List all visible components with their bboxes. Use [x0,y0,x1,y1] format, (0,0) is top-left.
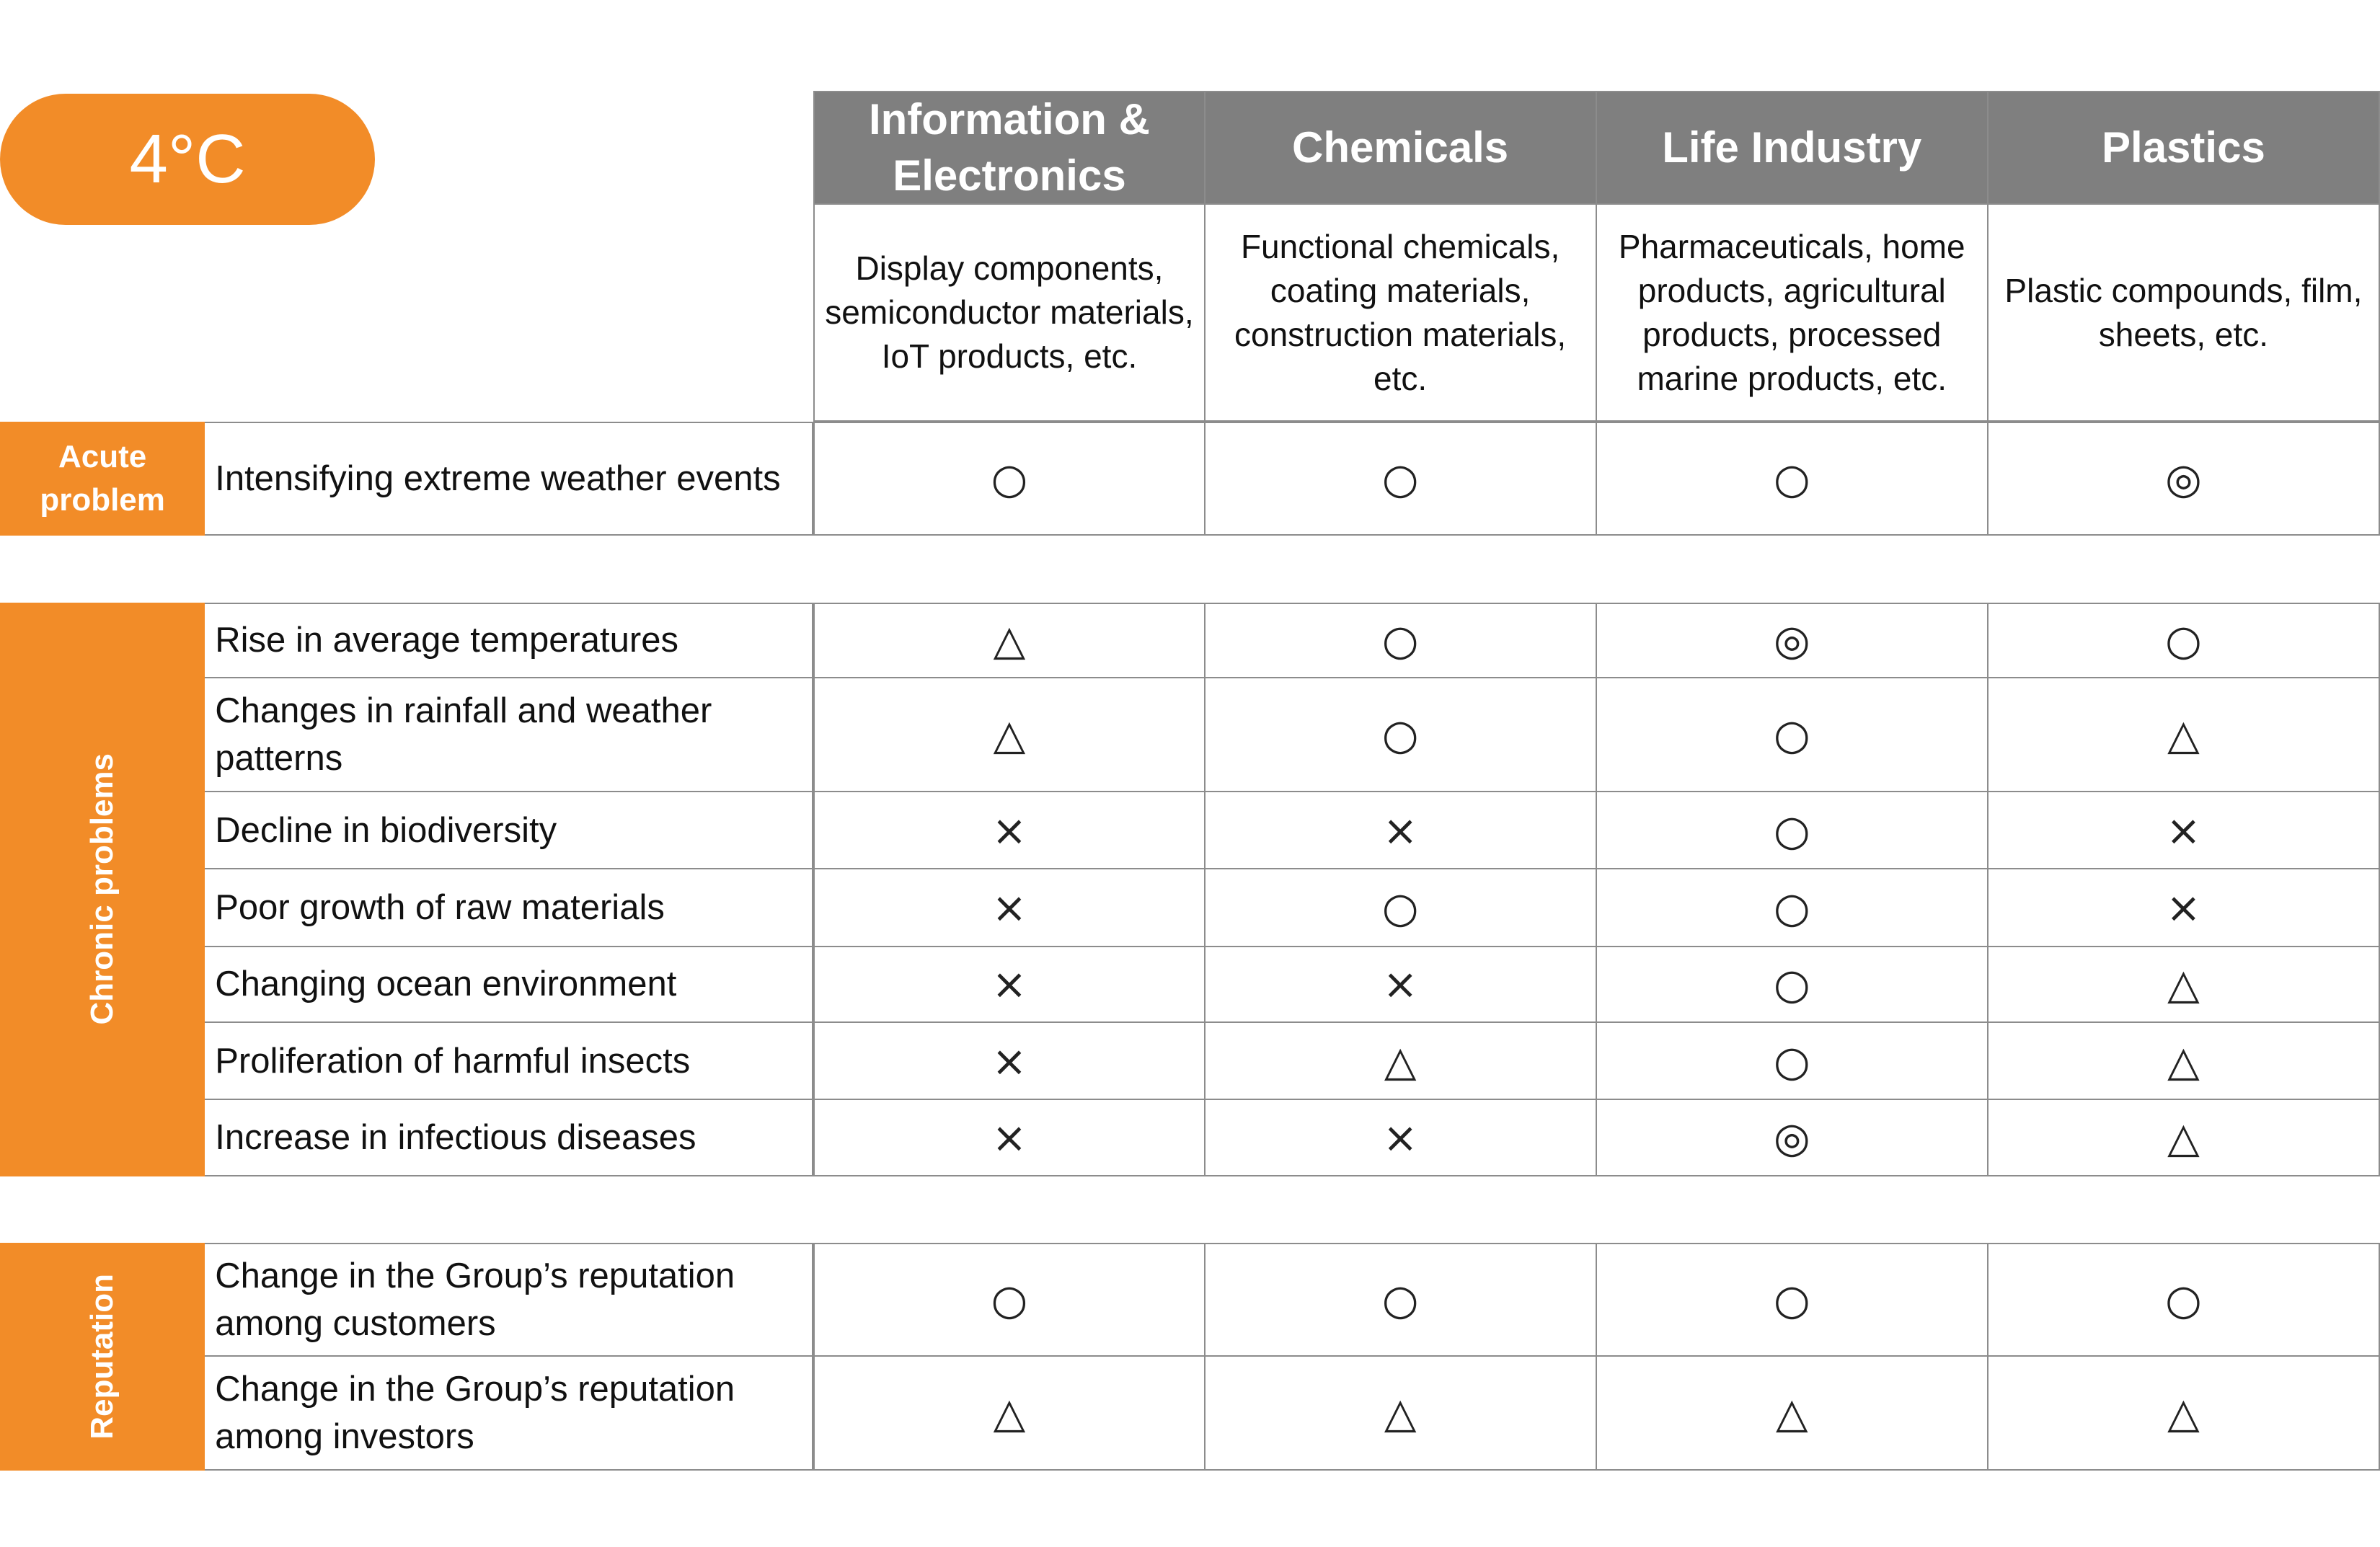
group-label-text: Reputation [84,1274,120,1440]
column-header: Plastics [1988,91,2380,205]
rating: × [813,1022,1206,1101]
group-label-text: Chronic problems [84,753,120,1025]
risk-label: Changes in rainfall and weather patterns [205,678,814,792]
rating: ○ [1205,602,1597,679]
rating: ○ [1596,1243,1989,1357]
rating: × [1988,869,2380,947]
column-description: Plastic compounds, film, sheets, etc. [1988,205,2380,422]
rating: △ [1988,1022,2380,1101]
rating: ◎ [1596,602,1989,679]
rating: ○ [1596,1022,1989,1101]
rating: ○ [1596,869,1989,947]
rating: △ [1988,1100,2380,1176]
rating: △ [1205,1357,1597,1471]
rating: ○ [1988,1243,2380,1357]
rating: △ [1988,947,2380,1023]
risk-label: Change in the Group’s reputation among i… [205,1357,814,1471]
rating: ○ [813,1243,1206,1357]
rating: × [1205,792,1597,870]
rating: ○ [1596,947,1989,1023]
risk-label: Changing ocean environment [205,947,814,1023]
column-header: Life Industry [1596,91,1989,205]
rating: △ [813,1357,1206,1471]
column-description: Pharmaceuticals, home products, agricult… [1596,205,1989,422]
rating: × [1205,1100,1597,1176]
rating: × [1205,947,1597,1023]
risk-label: Decline in biodiversity [205,792,814,870]
rating: × [813,792,1206,870]
risk-label: Increase in infectious diseases [205,1100,814,1176]
group-label: Reputation [0,1243,205,1471]
rating: × [813,947,1206,1023]
rating: ○ [1205,869,1597,947]
column-header: Information & Electronics [813,91,1206,205]
risk-label: Intensifying extreme weather events [205,422,814,536]
risk-label: Change in the Group’s reputation among c… [205,1243,814,1357]
rating: ○ [1596,678,1989,792]
rating: ○ [1596,792,1989,870]
rating: × [813,1100,1206,1176]
rating: ○ [1205,678,1597,792]
rating: △ [1596,1357,1989,1471]
rating: △ [813,678,1206,792]
rating: ○ [1205,1243,1597,1357]
rating: △ [1205,1022,1597,1101]
rating: ○ [1205,422,1597,536]
rating: △ [1988,1357,2380,1471]
rating: × [813,869,1206,947]
rating: × [1988,792,2380,870]
column-description: Functional chemicals, coating materials,… [1205,205,1597,422]
scenario-badge: 4°C [0,94,375,225]
risk-label: Rise in average temperatures [205,602,814,679]
column-description: Display components, semiconductor materi… [813,205,1206,422]
rating: ○ [1596,422,1989,536]
rating: ◎ [1988,422,2380,536]
risk-label: Poor growth of raw materials [205,869,814,947]
column-header: Chemicals [1205,91,1597,205]
rating: ◎ [1596,1100,1989,1176]
rating: ○ [813,422,1206,536]
rating: ○ [1988,602,2380,679]
group-label: Chronic problems [0,602,205,1176]
rating: △ [813,602,1206,679]
group-label: Acute problem [0,422,205,536]
rating: △ [1988,678,2380,792]
risk-label: Proliferation of harmful insects [205,1022,814,1101]
